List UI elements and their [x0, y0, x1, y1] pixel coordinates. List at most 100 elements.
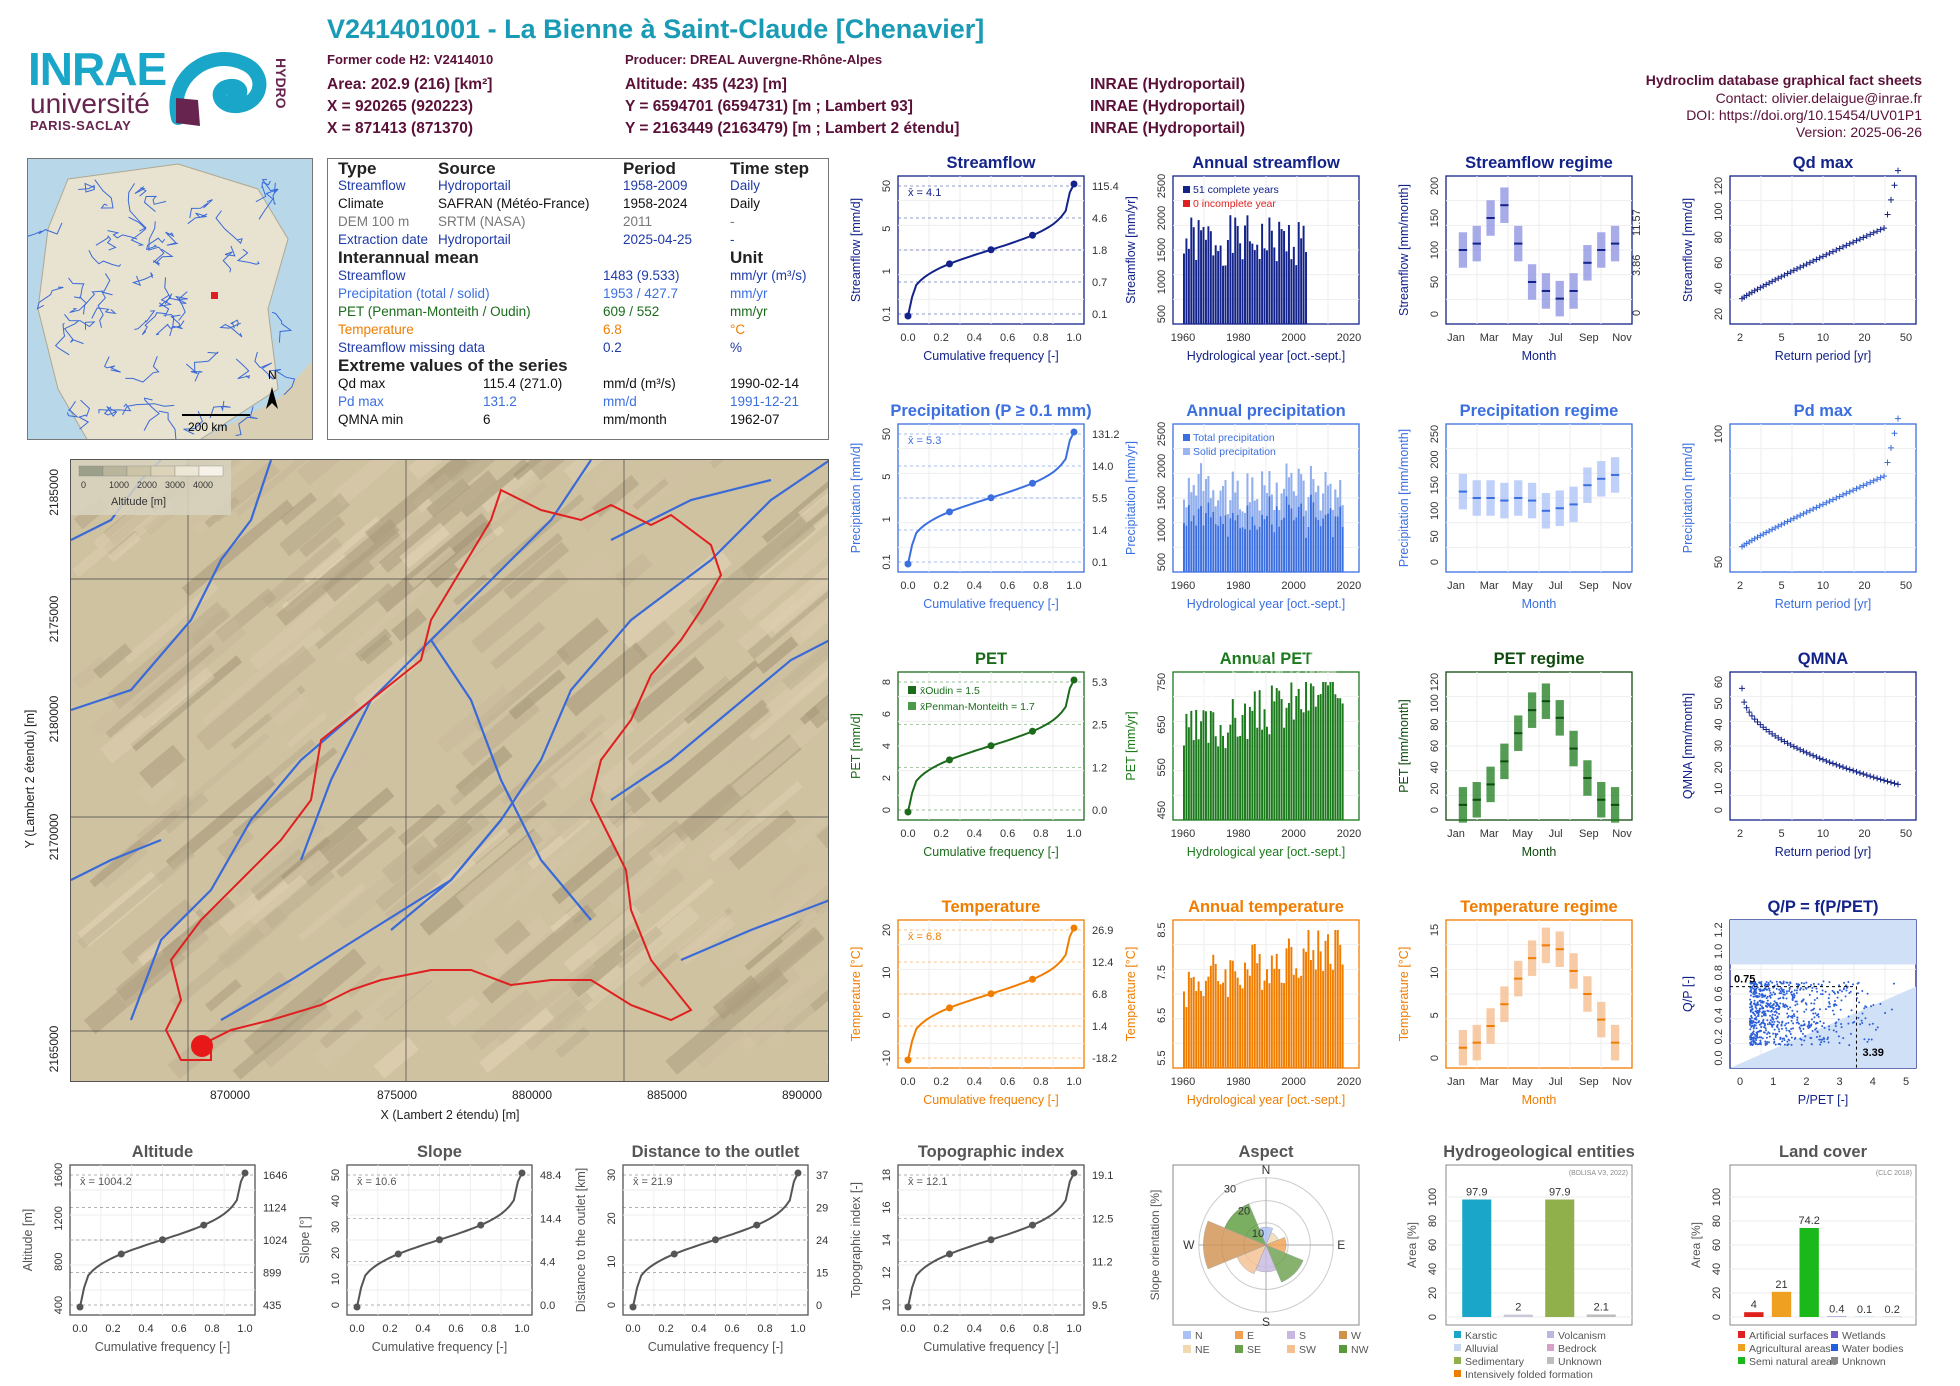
qp-point [1805, 1008, 1808, 1011]
qp-point [1750, 1040, 1753, 1043]
legend-label: x̄Penman-Monteith = 1.7 [920, 701, 1035, 713]
qp-point [1780, 1027, 1783, 1030]
y-tick: 1.2 [1713, 922, 1725, 937]
river-line [71, 838, 162, 881]
table-header-period: Period [623, 159, 676, 178]
qp-point [1827, 1036, 1830, 1039]
annual-bar [1295, 968, 1298, 1068]
x-tick: 3 [1837, 1076, 1843, 1088]
return-period-point [1787, 268, 1794, 275]
return-period-point [1790, 743, 1797, 750]
mean-label: x̄ = 5.3 [908, 435, 941, 447]
annual-bar [1185, 507, 1188, 572]
qp-point [1764, 994, 1767, 997]
qp-point [1863, 1038, 1866, 1041]
river-line [128, 216, 147, 246]
qp-point [1803, 1039, 1806, 1042]
annual-bar [1290, 946, 1293, 1068]
x-axis-label: P/PET [-] [1798, 1093, 1848, 1107]
x-tick: 1.0 [1066, 828, 1081, 840]
terrain-ridge [556, 617, 609, 666]
annual-bar [1300, 238, 1303, 324]
river-line [98, 403, 132, 414]
qp-point [1789, 982, 1792, 985]
cdf-quantile-point [946, 1250, 953, 1258]
return-period-point [1819, 253, 1826, 260]
chart-title: Annual temperature [1188, 898, 1344, 916]
mean-value: 6.8 [603, 322, 622, 337]
qp-point [1766, 1003, 1769, 1006]
terrain-ridge [397, 803, 446, 847]
return-period-point [1794, 265, 1801, 272]
return-period-point [1877, 474, 1884, 481]
x-tick: 1980 [1226, 332, 1250, 344]
return-period-point [1863, 232, 1870, 239]
qp-point [1795, 991, 1798, 994]
qp-point [1792, 1013, 1795, 1016]
cdf-quantile-point [904, 808, 912, 816]
annual-bar [1305, 251, 1308, 324]
terrain-ridge [315, 582, 393, 650]
legend-swatch [1287, 1345, 1295, 1353]
annual-bar [1285, 707, 1288, 820]
annual-bar-secondary [1314, 680, 1317, 707]
qp-point [1769, 1019, 1772, 1022]
river-line [77, 399, 90, 430]
return-period-point [1829, 760, 1836, 767]
qp-point [1770, 1009, 1773, 1012]
annual-bar-secondary [1226, 514, 1229, 537]
x-tick: 0.6 [1000, 1323, 1015, 1335]
annual-bar [1229, 500, 1232, 572]
y-tick: 10 [1429, 967, 1441, 979]
annual-bar [1236, 736, 1239, 820]
river-line [270, 369, 296, 396]
return-period-point [1790, 515, 1797, 522]
annual-bar-secondary [1212, 691, 1215, 713]
return-period-point [1813, 753, 1820, 760]
annual-bar-secondary [1336, 497, 1339, 517]
river-line [158, 277, 173, 307]
qp-point [1769, 1023, 1772, 1026]
x-tick: 2020 [1337, 580, 1361, 592]
x-tick: 1.0 [514, 1323, 529, 1335]
qp-point [1761, 994, 1764, 997]
qp-point [1783, 993, 1786, 996]
right-tick: 3.86 [1631, 255, 1643, 276]
x-tick: 0.8 [757, 1323, 772, 1335]
annual-bar [1190, 492, 1193, 572]
cdf-quantile-point [629, 1303, 637, 1311]
x-tick: 885000 [647, 1088, 687, 1102]
y-tick: 0 [1713, 807, 1725, 813]
qp-point [1765, 988, 1768, 991]
qp-point [1754, 1024, 1757, 1027]
annual-bar [1246, 969, 1249, 1068]
legend-swatch [1738, 1357, 1745, 1364]
annual-bar [1278, 690, 1281, 820]
terrain-ridge [798, 460, 828, 523]
chart-title: Slope [417, 1143, 462, 1161]
return-period-point [1843, 242, 1850, 249]
return-period-point [1797, 746, 1804, 753]
terrain-ridge [614, 925, 663, 969]
terrain-ridge [728, 809, 797, 871]
altitude-legend-tick: 0 [81, 480, 86, 490]
qp-point [1794, 1004, 1797, 1007]
right-tick: 4.6 [1092, 213, 1107, 225]
right-tick: 115.4 [1092, 181, 1119, 193]
table-row-source: Hydroportail [438, 232, 511, 247]
return-period-point [1833, 247, 1840, 254]
annual-bar [1251, 944, 1254, 1068]
legend-label: Volcanism [1558, 1330, 1606, 1342]
annual-bar-secondary [1270, 494, 1273, 525]
qp-point [1793, 994, 1796, 997]
qp-point [1828, 1028, 1831, 1031]
qp-point [1792, 1027, 1795, 1030]
qp-point [1816, 997, 1819, 1000]
y-tick: 1000 [1156, 518, 1168, 542]
annual-bar [1204, 479, 1207, 572]
annual-bar-secondary [1324, 650, 1327, 682]
x-tick: 0.0 [900, 828, 915, 840]
annual-bar-secondary [1209, 498, 1212, 518]
qp-point [1789, 1033, 1792, 1036]
